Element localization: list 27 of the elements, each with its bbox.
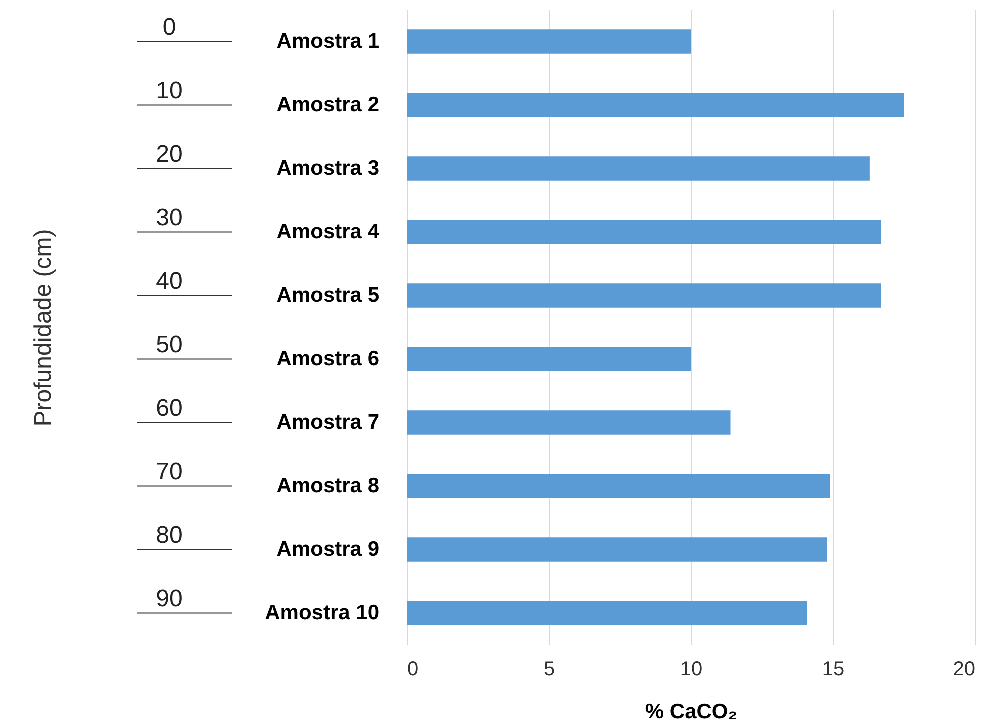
x-tick-label: 15 <box>822 658 845 680</box>
text: 90 <box>156 585 183 612</box>
y-tick-label: Amostra 9 <box>276 538 380 561</box>
y-tick-label: Amostra 4 <box>276 220 380 244</box>
y-tick-label: Amostra 8 <box>276 474 380 498</box>
text: Profundidade (cm) <box>30 229 58 427</box>
y-tick-label: Amostra 2 <box>276 93 380 116</box>
y-tick-label: Amostra 10 <box>265 601 380 624</box>
y-tick-label: Amostra 7 <box>276 410 380 434</box>
y-tick-label: Amostra 6 <box>276 347 380 370</box>
x-axis-title: % CaCO₂ <box>645 700 738 720</box>
text: 50 <box>156 331 183 358</box>
text: 10 <box>156 77 183 104</box>
text: 80 <box>156 522 183 549</box>
text: 0 <box>162 14 176 41</box>
text: 40 <box>156 268 183 295</box>
x-tick-label: 5 <box>544 658 556 680</box>
x-tick-label: 20 <box>953 658 976 680</box>
text: 60 <box>156 394 183 422</box>
y-tick-label: Amostra 5 <box>276 284 380 307</box>
text: 30 <box>156 204 183 232</box>
x-tick-label: 10 <box>680 658 703 680</box>
y-tick-label: Amostra 3 <box>276 156 380 180</box>
text: 20 <box>156 140 183 168</box>
text: 70 <box>156 458 183 486</box>
x-tick-label: 0 <box>408 658 419 680</box>
y-tick-label: Amostra 1 <box>276 30 380 53</box>
